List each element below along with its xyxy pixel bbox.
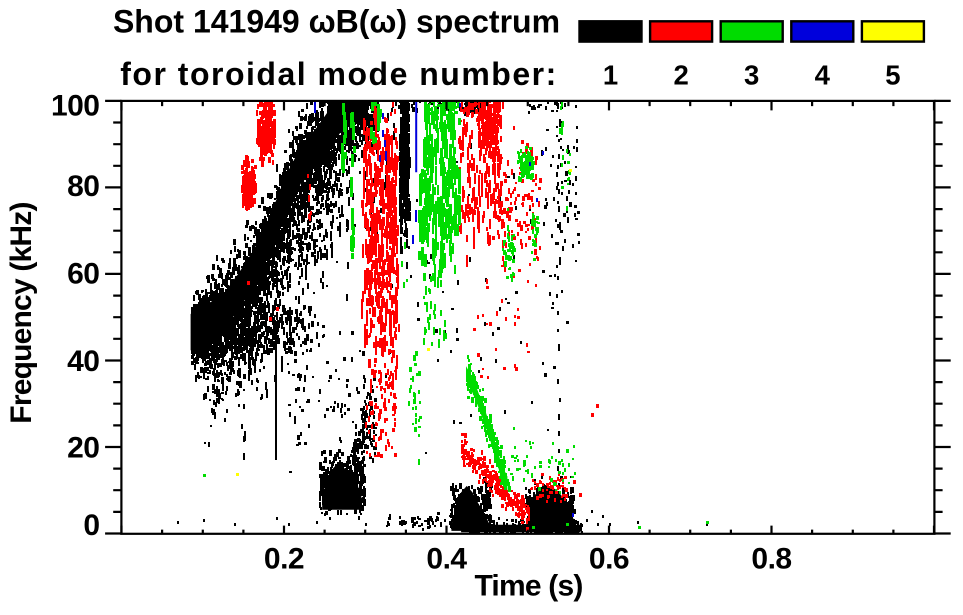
svg-text:3: 3 <box>744 60 759 91</box>
svg-text:5: 5 <box>885 60 900 91</box>
svg-text:Shot 141949 ωB(ω) spectrum: Shot 141949 ωB(ω) spectrum <box>113 4 560 40</box>
svg-text:0.2: 0.2 <box>264 543 304 576</box>
svg-text:80: 80 <box>67 170 99 203</box>
svg-text:0: 0 <box>83 509 99 542</box>
svg-text:for toroidal mode number:: for toroidal mode number: <box>120 56 558 92</box>
svg-text:Frequency (kHz): Frequency (kHz) <box>5 202 38 423</box>
svg-text:4: 4 <box>815 60 831 91</box>
svg-text:100: 100 <box>51 90 100 123</box>
svg-text:0.6: 0.6 <box>589 543 629 576</box>
svg-text:2: 2 <box>673 60 688 91</box>
svg-text:60: 60 <box>67 257 99 290</box>
svg-text:0.4: 0.4 <box>426 543 467 576</box>
svg-text:1: 1 <box>603 60 618 91</box>
svg-text:Time (s): Time (s) <box>474 570 582 603</box>
svg-text:40: 40 <box>67 345 99 378</box>
svg-text:20: 20 <box>67 431 99 464</box>
svg-text:0.8: 0.8 <box>751 543 791 576</box>
